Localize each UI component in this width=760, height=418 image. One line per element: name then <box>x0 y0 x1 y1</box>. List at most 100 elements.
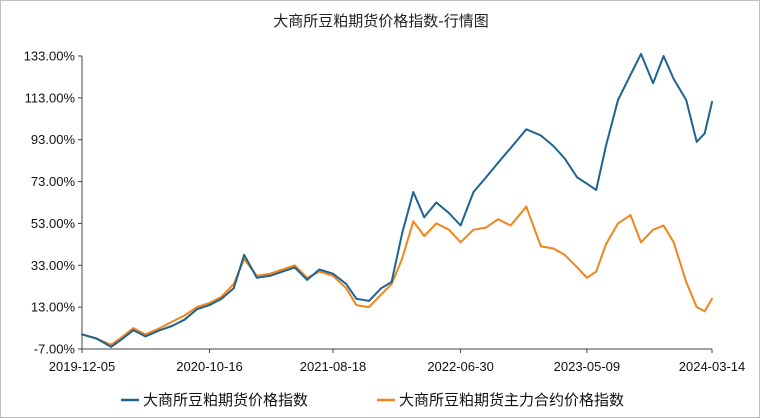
series-0-point <box>540 134 542 137</box>
series-layer <box>81 52 713 348</box>
series-1-point <box>144 333 147 336</box>
series-1-point <box>390 283 393 285</box>
series-1-point <box>132 327 135 329</box>
series-1-point <box>685 281 688 283</box>
series-line-0 <box>81 52 713 348</box>
series-0-point <box>695 140 698 143</box>
series-1-point <box>435 222 438 225</box>
series-1-point <box>412 220 415 223</box>
series-1-point <box>711 297 713 300</box>
series-1-point <box>652 228 654 231</box>
series-0-point <box>509 147 512 150</box>
series-1-point <box>472 228 475 231</box>
series-0-point <box>171 325 173 327</box>
series-0-point <box>652 82 654 85</box>
series-0-point <box>459 224 462 227</box>
series-0-point <box>423 216 426 219</box>
series-0-point <box>132 329 135 332</box>
x-tick-label: 2020-10-16 <box>176 359 243 374</box>
series-0-point <box>448 212 450 214</box>
series-0-point <box>255 276 258 279</box>
series-1-point <box>110 343 112 346</box>
series-1-point <box>595 270 598 273</box>
series-1-point <box>401 258 403 260</box>
x-tick-label: 2021-08-18 <box>300 359 367 374</box>
y-tick-label: 113.00% <box>25 90 76 105</box>
series-1-point <box>586 276 588 279</box>
legend: 大商所豆粕期货价格指数 大商所豆粕期货主力合约价格指数 <box>121 391 624 409</box>
y-tick-label: 93.00% <box>31 132 76 147</box>
series-0-point <box>711 101 713 103</box>
series-0-point <box>81 333 83 336</box>
y-tick-label: 33.00% <box>31 258 76 273</box>
series-0-point <box>497 161 499 164</box>
series-0-point <box>243 253 246 256</box>
series-0-point <box>318 268 321 271</box>
series-0-point <box>368 300 370 302</box>
series-1-point <box>525 205 528 208</box>
series-0-point <box>563 157 566 160</box>
series-0-point <box>617 99 619 101</box>
chart-title: 大商所豆粕期货价格指数-行情图 <box>273 12 488 30</box>
series-0-point <box>629 73 632 76</box>
y-tick-label: 133.00% <box>24 49 76 64</box>
series-0-point <box>552 145 555 147</box>
series-1-point <box>695 306 698 308</box>
series-1-point <box>183 314 186 317</box>
series-0-point <box>390 281 393 283</box>
series-0-point <box>355 297 358 300</box>
series-0-point <box>576 176 579 179</box>
series-0-point <box>95 337 98 340</box>
series-1-point <box>208 302 211 304</box>
y-tick-label: 53.00% <box>31 216 76 231</box>
y-axis: 133.00% 113.00% 93.00% 73.00% 53.00% 33.00% 13… <box>24 49 83 357</box>
series-0-point <box>703 132 706 135</box>
series-0-point <box>220 297 223 300</box>
x-tick-label: 2019-12-05 <box>49 359 116 374</box>
series-0-point <box>640 53 642 55</box>
series-0-point <box>196 308 198 311</box>
series-0-point <box>380 287 382 290</box>
series-1-point <box>552 247 555 250</box>
series-0-point <box>232 287 235 290</box>
series-1-point <box>281 268 284 271</box>
y-tick-label: 13.00% <box>31 300 76 315</box>
series-1-point <box>196 306 198 308</box>
series-1-point <box>672 241 675 244</box>
y-tick-label: -7.00% <box>34 342 76 357</box>
series-1-point <box>121 335 124 338</box>
series-0-point <box>401 233 403 235</box>
series-0-point <box>269 274 271 277</box>
series-1-point <box>576 266 579 269</box>
series-0-point <box>412 191 415 193</box>
series-1-point <box>662 224 665 227</box>
series-1-point <box>293 264 296 267</box>
series-1-point <box>617 222 619 225</box>
series-0-point <box>345 283 348 285</box>
series-0-point <box>672 78 675 80</box>
series-0-point <box>485 176 487 179</box>
series-1-point <box>485 226 487 229</box>
series-0-point <box>605 145 607 147</box>
series-1-point <box>703 310 706 313</box>
series-1-point <box>448 228 450 231</box>
series-1-point <box>605 243 607 246</box>
series-1-point <box>563 253 566 256</box>
series-0-point <box>293 266 296 269</box>
series-1-point <box>171 320 173 323</box>
series-1-point <box>345 287 348 290</box>
series-1-point <box>355 304 358 306</box>
series-0-point <box>435 201 438 204</box>
series-0-point <box>685 99 688 101</box>
series-0-point <box>144 335 147 338</box>
x-tick-label: 2023-05-09 <box>554 359 621 374</box>
series-1-point <box>159 327 161 329</box>
series-0-point <box>472 191 475 193</box>
series-0-point <box>586 182 588 185</box>
series-0-point <box>208 304 211 306</box>
series-0-point <box>525 128 528 131</box>
series-1-point <box>269 272 271 275</box>
series-0-point <box>159 329 161 332</box>
series-1-point <box>380 293 382 296</box>
